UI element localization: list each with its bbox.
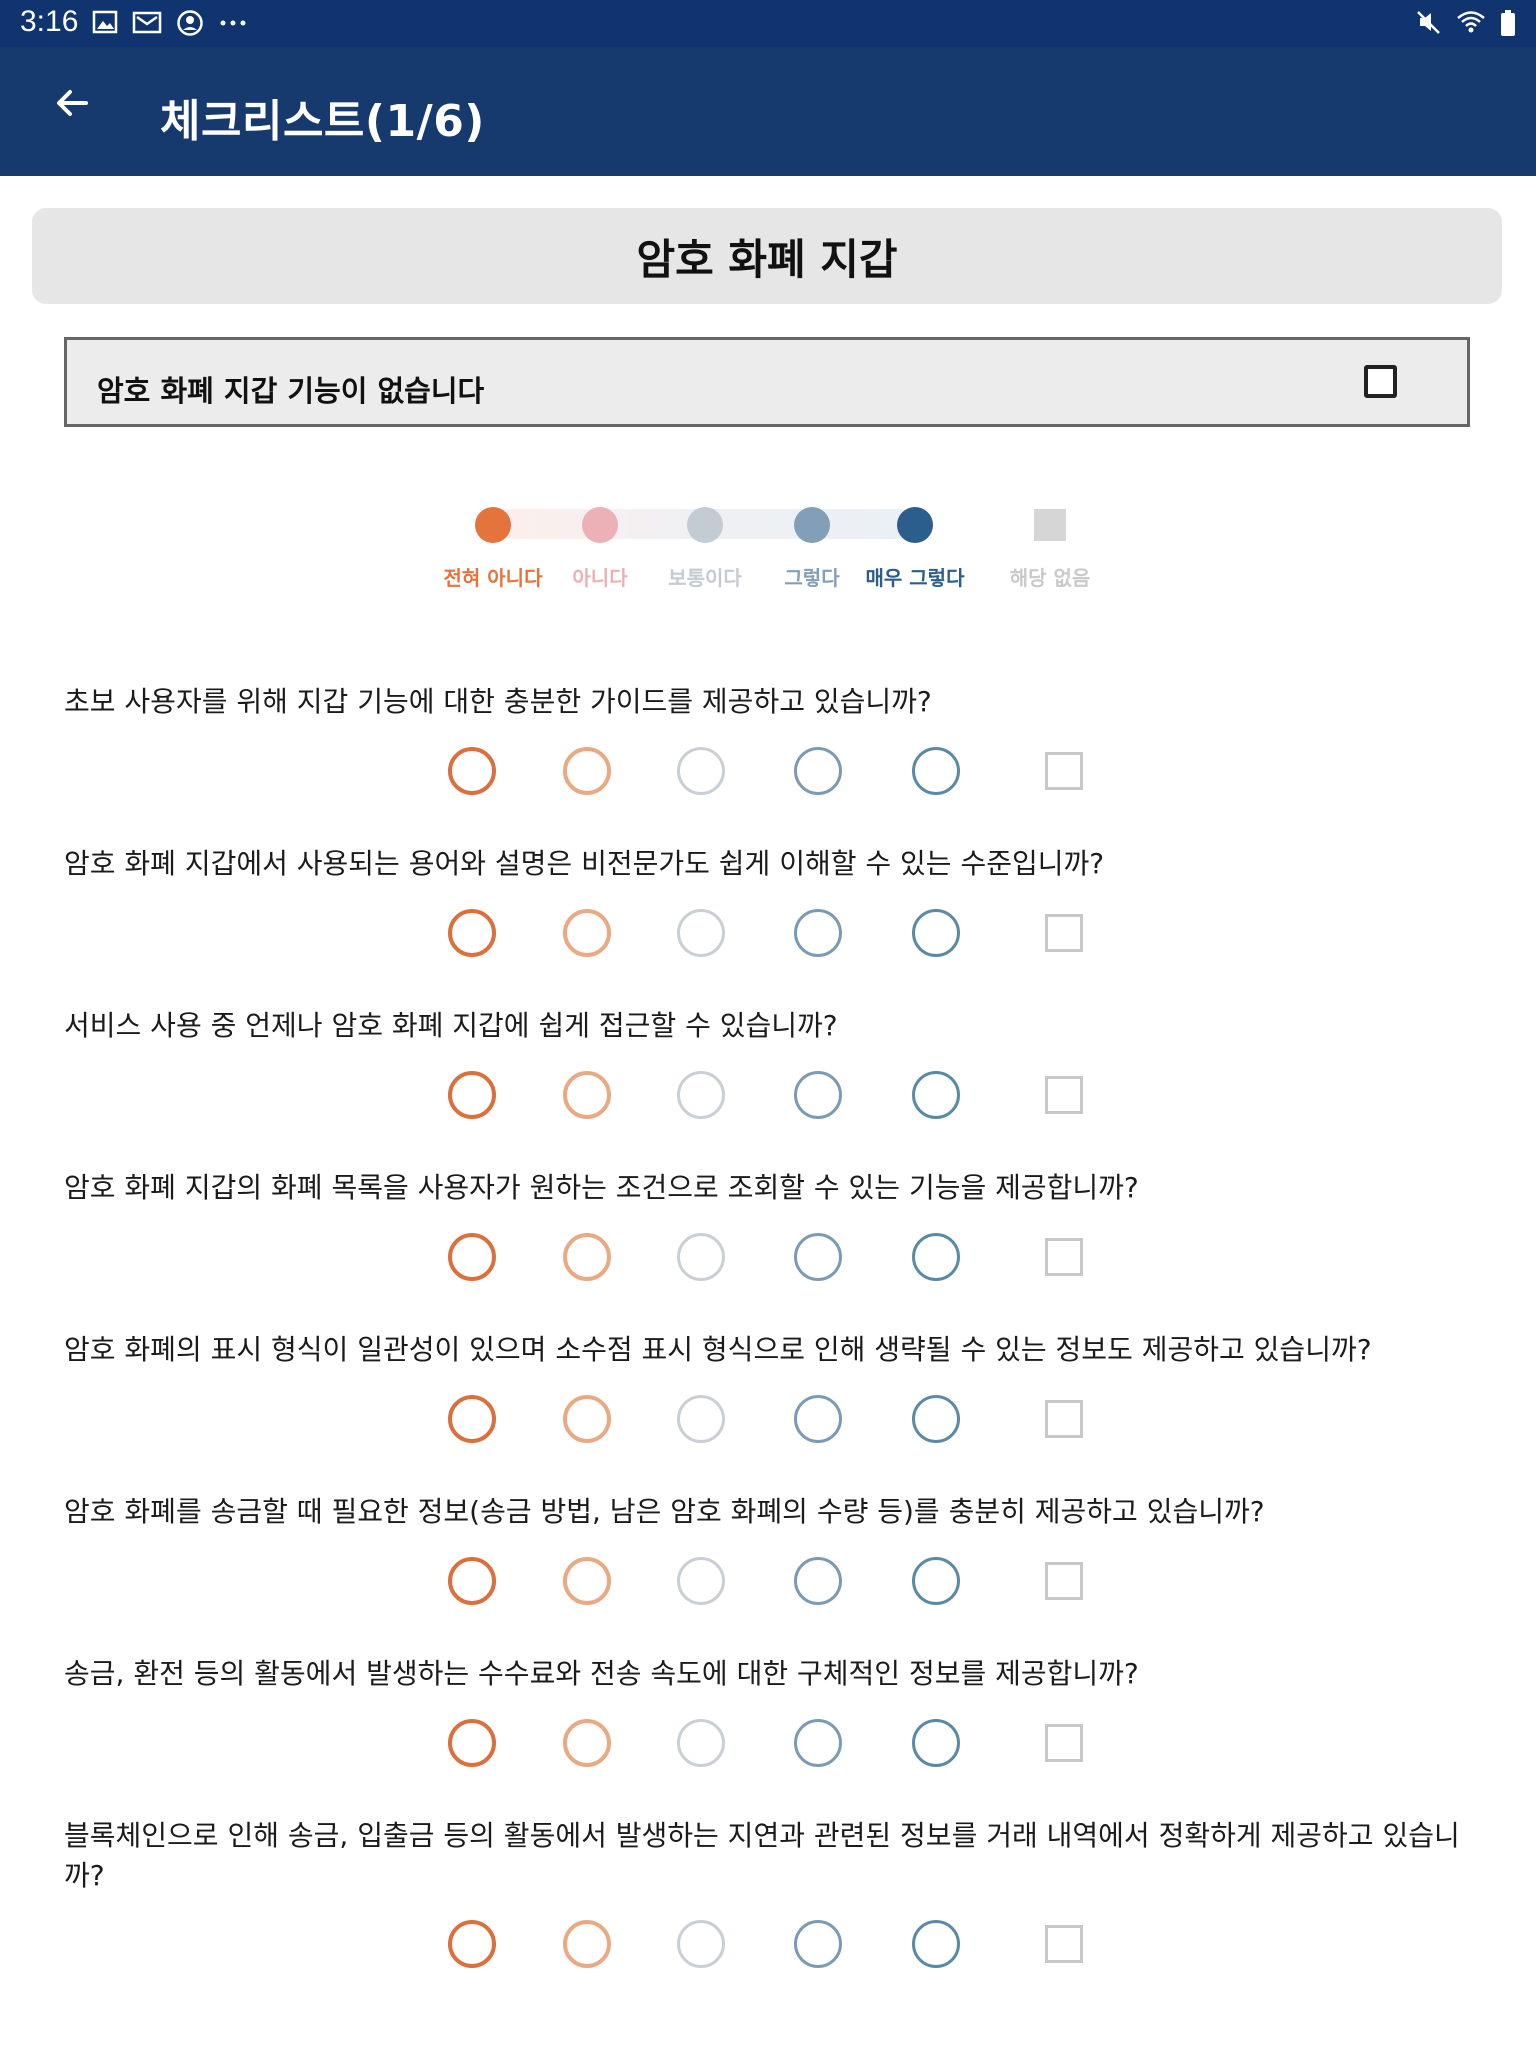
answer-radio[interactable]: [794, 1395, 842, 1443]
no-feature-checkbox[interactable]: [1364, 365, 1397, 398]
answer-radio[interactable]: [677, 1920, 725, 1968]
answer-radio[interactable]: [677, 747, 725, 795]
answer-options: [0, 901, 1536, 961]
no-feature-option[interactable]: 암호 화폐 지갑 기능이 없습니다: [64, 337, 1470, 427]
answer-not-applicable-checkbox[interactable]: [1045, 1238, 1083, 1276]
answer-radio[interactable]: [912, 1557, 960, 1605]
legend-square-not-applicable: [1034, 509, 1066, 541]
answer-radio[interactable]: [563, 1071, 611, 1119]
answer-radio[interactable]: [912, 747, 960, 795]
answer-not-applicable-checkbox[interactable]: [1045, 752, 1083, 790]
answer-options: [0, 1225, 1536, 1285]
legend-track: [494, 509, 914, 539]
answer-options: [0, 739, 1536, 799]
legend-label-agree: 그렇다: [784, 566, 840, 590]
answer-radio[interactable]: [912, 1233, 960, 1281]
answer-radio[interactable]: [448, 1920, 496, 1968]
answer-options: [0, 1387, 1536, 1447]
answer-radio[interactable]: [912, 1719, 960, 1767]
answer-radio[interactable]: [794, 747, 842, 795]
answer-radio[interactable]: [563, 1557, 611, 1605]
legend-label-not-applicable: 해당 없음: [1009, 566, 1091, 590]
status-time: 3:16: [20, 5, 79, 38]
answer-radio[interactable]: [563, 1395, 611, 1443]
image-icon: [92, 9, 118, 43]
question-text: 서비스 사용 중 언제나 암호 화폐 지갑에 쉽게 접근할 수 있습니까?: [64, 1009, 838, 1042]
answer-radio[interactable]: [912, 1395, 960, 1443]
legend-label-strongly-disagree: 전혀 아니다: [443, 566, 543, 590]
no-feature-label: 암호 화폐 지갑 기능이 없습니다: [97, 374, 485, 408]
answer-radio[interactable]: [677, 1557, 725, 1605]
status-bar: 3:16: [0, 0, 1536, 47]
answer-radio[interactable]: [448, 1395, 496, 1443]
answer-radio[interactable]: [794, 909, 842, 957]
wifi-icon: [1456, 9, 1486, 43]
legend-label-neutral: 보통이다: [668, 566, 742, 590]
mute-icon: [1416, 9, 1442, 43]
answer-options: [0, 1063, 1536, 1123]
answer-radio[interactable]: [448, 1071, 496, 1119]
back-button[interactable]: [44, 75, 100, 131]
legend-label-disagree: 아니다: [572, 566, 628, 590]
answer-radio[interactable]: [448, 1233, 496, 1281]
more-icon: [218, 9, 248, 43]
answer-not-applicable-checkbox[interactable]: [1045, 1562, 1083, 1600]
legend-dot-strongly-disagree: [475, 507, 511, 543]
answer-radio[interactable]: [794, 1071, 842, 1119]
question-text: 암호 화폐를 송금할 때 필요한 정보(송금 방법, 남은 암호 화폐의 수량 …: [64, 1495, 1265, 1528]
answer-not-applicable-checkbox[interactable]: [1045, 1925, 1083, 1963]
page-title: 체크리스트(1/6): [160, 96, 485, 147]
answer-not-applicable-checkbox[interactable]: [1045, 1724, 1083, 1762]
answer-radio[interactable]: [563, 1719, 611, 1767]
answer-radio[interactable]: [563, 1233, 611, 1281]
answer-radio[interactable]: [794, 1557, 842, 1605]
answer-radio[interactable]: [912, 909, 960, 957]
answer-not-applicable-checkbox[interactable]: [1045, 914, 1083, 952]
answer-radio[interactable]: [448, 909, 496, 957]
section-title: 암호 화폐 지갑: [32, 208, 1502, 304]
answer-not-applicable-checkbox[interactable]: [1045, 1076, 1083, 1114]
account-icon: [176, 9, 204, 43]
question-text: 블록체인으로 인해 송금, 입출금 등의 활동에서 발생하는 지연과 관련된 정…: [64, 1819, 1460, 1892]
question-text: 송금, 환전 등의 활동에서 발생하는 수수료와 전송 속도에 대한 구체적인 …: [64, 1657, 1139, 1690]
legend-label-strongly-agree: 매우 그렇다: [865, 566, 965, 590]
question-text: 암호 화폐의 표시 형식이 일관성이 있으며 소수점 표시 형식으로 인해 생략…: [64, 1333, 1372, 1366]
answer-radio[interactable]: [448, 1719, 496, 1767]
legend-dot-neutral: [687, 507, 723, 543]
question-text: 초보 사용자를 위해 지갑 기능에 대한 충분한 가이드를 제공하고 있습니까?: [64, 685, 932, 718]
app-bar: 체크리스트(1/6): [0, 47, 1536, 176]
answer-radio[interactable]: [677, 1395, 725, 1443]
answer-not-applicable-checkbox[interactable]: [1045, 1400, 1083, 1438]
answer-radio[interactable]: [912, 1920, 960, 1968]
legend-dot-agree: [794, 507, 830, 543]
answer-options: [0, 1912, 1536, 1972]
answer-options: [0, 1549, 1536, 1609]
answer-radio[interactable]: [677, 1233, 725, 1281]
question-text: 암호 화폐 지갑에서 사용되는 용어와 설명은 비전문가도 쉽게 이해할 수 있…: [64, 847, 1105, 880]
answer-radio[interactable]: [912, 1071, 960, 1119]
answer-options: [0, 1711, 1536, 1771]
battery-icon: [1500, 9, 1516, 43]
answer-radio[interactable]: [677, 1719, 725, 1767]
answer-radio[interactable]: [794, 1233, 842, 1281]
answer-radio[interactable]: [448, 747, 496, 795]
answer-radio[interactable]: [448, 1557, 496, 1605]
mail-icon: [132, 9, 162, 43]
answer-radio[interactable]: [677, 909, 725, 957]
answer-radio[interactable]: [563, 1920, 611, 1968]
question-text: 암호 화폐 지갑의 화폐 목록을 사용자가 원하는 조건으로 조회할 수 있는 …: [64, 1171, 1139, 1204]
legend-dot-disagree: [582, 507, 618, 543]
answer-radio[interactable]: [677, 1071, 725, 1119]
answer-radio[interactable]: [794, 1719, 842, 1767]
answer-radio[interactable]: [563, 909, 611, 957]
answer-radio[interactable]: [563, 747, 611, 795]
answer-radio[interactable]: [794, 1920, 842, 1968]
legend-dot-strongly-agree: [897, 507, 933, 543]
arrow-left-icon: [57, 90, 88, 116]
